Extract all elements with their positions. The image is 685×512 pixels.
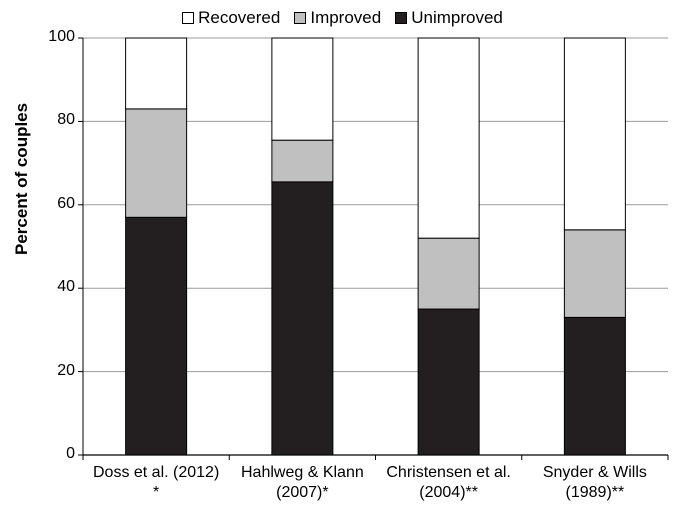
bar-unimproved-2	[417, 308, 480, 456]
legend-label-improved: Improved	[310, 8, 382, 27]
legend-label-unimproved: Unimproved	[411, 8, 503, 27]
legend-item-recovered: Recovered	[182, 8, 280, 28]
bar-unimproved-0	[125, 216, 188, 456]
bar-improved-1	[271, 139, 334, 183]
bar-unimproved-3	[563, 316, 626, 456]
y-tick-label-80: 80	[57, 111, 75, 129]
legend-item-unimproved: Unimproved	[395, 8, 503, 28]
x-category-label-line: Hahlweg & Klann	[241, 464, 364, 481]
x-category-label-3: Snyder & Wills (1989)**	[515, 463, 675, 503]
x-category-label-0: Doss et al. (2012) *	[76, 463, 236, 503]
y-tick-label-0: 0	[66, 445, 75, 462]
bar-recovered-3	[563, 37, 626, 231]
x-category-label-line: (1989)**	[565, 484, 625, 501]
y-tick-label-40: 40	[57, 278, 75, 296]
legend: Recovered Improved Unimproved	[0, 8, 685, 28]
y-tick-label-20: 20	[57, 361, 75, 379]
bar-improved-2	[417, 237, 480, 310]
legend-swatch-recovered	[182, 12, 195, 24]
bar-recovered-2	[417, 37, 480, 239]
y-tick-label-100: 100	[48, 28, 75, 45]
bar-recovered-1	[271, 37, 334, 141]
bar-improved-0	[125, 108, 188, 218]
x-category-label-line: Snyder & Wills	[542, 464, 647, 481]
legend-swatch-improved	[294, 12, 307, 24]
x-category-label-line: (2004)**	[419, 484, 478, 501]
x-category-label-line: (2007)*	[276, 484, 329, 501]
bar-improved-3	[563, 229, 626, 318]
x-category-label-line: *	[153, 484, 160, 501]
x-category-label-line: Doss et al. (2012)	[92, 464, 220, 481]
legend-swatch-unimproved	[395, 12, 408, 24]
legend-label-recovered: Recovered	[198, 8, 281, 27]
bar-recovered-0	[125, 37, 188, 110]
legend-item-improved: Improved	[294, 8, 381, 28]
x-category-label-2: Christensen et al. (2004)**	[369, 463, 529, 503]
bar-unimproved-1	[271, 181, 334, 456]
y-tick-label-60: 60	[57, 194, 75, 212]
x-category-label-1: Hahlweg & Klann (2007)*	[222, 463, 382, 503]
x-category-label-line: Christensen et al.	[386, 464, 511, 481]
